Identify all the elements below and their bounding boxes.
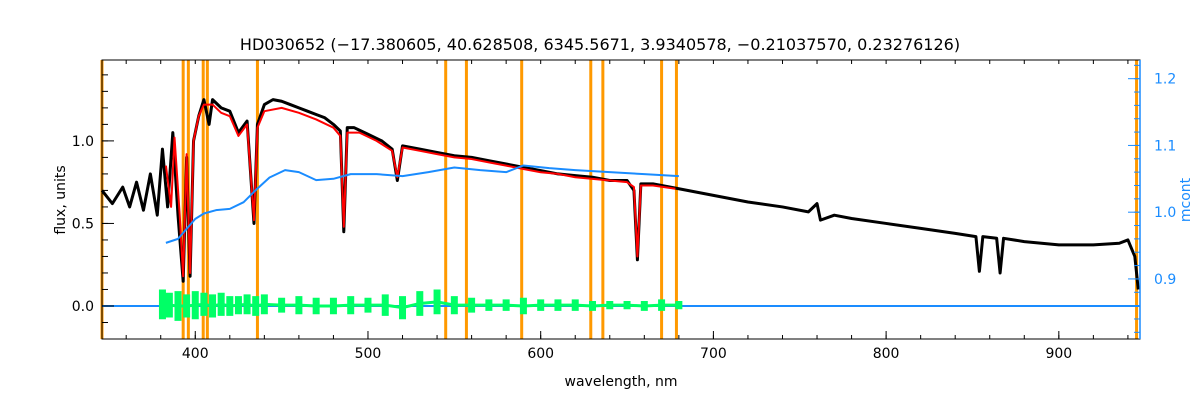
y-axis-label: flux, units [53,165,69,234]
model-series [164,103,676,278]
x-tick-label: 500 [355,346,382,362]
residual-series [162,300,679,310]
x-tick-label: 700 [700,346,727,362]
y-tick-label: 0.0 [72,299,94,315]
axes: 400 500 600 700 800 900 0.0 0.5 1.0 0.9 1.0 1.1 1.2 [72,60,1176,362]
y-tick-label: 0.5 [72,216,94,232]
x-axis-label: wavelength, nm [565,374,678,390]
chart-title: HD030652 (−17.380605, 40.628508, 6345.56… [240,35,960,54]
x-tick-label: 800 [873,346,900,362]
y2-tick-label: 1.2 [1154,72,1176,88]
y2-tick-label: 0.9 [1154,272,1176,288]
y2-tick-label: 1.0 [1154,205,1176,221]
x-tick-label: 600 [527,346,554,362]
y-tick-label: 1.0 [72,134,94,150]
y2-axis-label: mcont [1178,177,1194,222]
y2-tick-label: 1.1 [1154,138,1176,154]
x-tick-label: 900 [1045,346,1072,362]
x-tick-label: 400 [182,346,209,362]
mcont-series [165,164,679,244]
plot-series [100,98,1140,321]
